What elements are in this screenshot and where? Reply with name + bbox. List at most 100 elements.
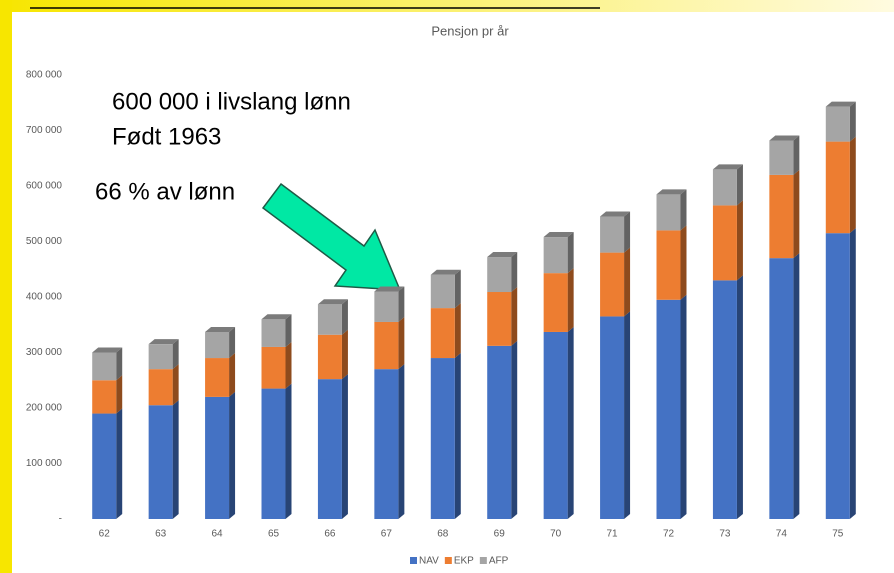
- bar-top: [374, 286, 405, 292]
- annotation: 600 000 i livslang lønn: [112, 88, 351, 115]
- bar: [261, 346, 286, 389]
- bar-side: [116, 375, 123, 414]
- bar: [205, 331, 230, 359]
- bar: [712, 169, 737, 206]
- bar-side: [680, 189, 687, 231]
- bar: [656, 230, 681, 300]
- x-tick-label: 72: [663, 529, 675, 540]
- bar: [600, 316, 625, 519]
- bar-side: [736, 164, 743, 206]
- bar-side: [229, 326, 236, 359]
- bar-top: [317, 299, 348, 305]
- bar-side: [736, 200, 743, 281]
- annotation: 66 % av lønn: [95, 178, 235, 205]
- bar: [769, 140, 794, 175]
- bar-side: [454, 269, 461, 309]
- x-tick-label: 65: [268, 529, 280, 540]
- bar: [430, 274, 455, 309]
- bar-top: [487, 252, 518, 258]
- bar-top: [543, 232, 574, 238]
- bar: [430, 358, 455, 519]
- bar-side: [793, 135, 800, 175]
- arrow: [261, 182, 402, 291]
- bar-side: [624, 247, 631, 317]
- bar-side: [849, 136, 856, 234]
- bar: [261, 319, 286, 347]
- y-tick-label: -: [59, 514, 62, 525]
- bar-top: [656, 189, 687, 195]
- bar: [92, 380, 117, 414]
- bar-side: [567, 268, 574, 332]
- x-tick-label: 63: [155, 529, 167, 540]
- bar: [656, 194, 681, 231]
- bar-top: [205, 326, 236, 332]
- bar: [769, 258, 794, 519]
- bar: [317, 379, 342, 519]
- bar-side: [680, 225, 687, 300]
- bar-side: [116, 408, 123, 519]
- bar: [656, 299, 681, 519]
- legend-swatch: [410, 557, 417, 564]
- x-tick-label: 67: [381, 529, 393, 540]
- y-tick-label: 500 000: [26, 236, 63, 247]
- bar-side: [624, 311, 631, 519]
- legend-label: NAV: [419, 556, 439, 567]
- bar: [825, 141, 850, 234]
- y-tick-label: 700 000: [26, 125, 63, 136]
- bar-top: [825, 101, 856, 107]
- x-tick-label: 70: [550, 529, 562, 540]
- bar-side: [172, 364, 179, 406]
- left-band: [0, 0, 12, 573]
- bar: [317, 334, 342, 380]
- bar-side: [567, 232, 574, 274]
- bar-side: [341, 329, 348, 380]
- chart-title: Pensjon pr år: [431, 23, 509, 38]
- bar: [543, 237, 568, 274]
- bar-side: [285, 314, 292, 347]
- bar: [825, 106, 850, 142]
- bar-side: [454, 353, 461, 519]
- bar: [148, 369, 173, 406]
- x-tick-label: 68: [437, 529, 449, 540]
- bar-side: [567, 326, 574, 519]
- bar-side: [341, 299, 348, 335]
- legend-label: AFP: [489, 556, 509, 567]
- bar: [543, 331, 568, 519]
- y-tick-label: 800 000: [26, 70, 63, 81]
- bar: [92, 352, 117, 381]
- bar-top: [600, 211, 631, 217]
- bar-side: [398, 364, 405, 519]
- bar-side: [229, 353, 236, 397]
- legend-label: EKP: [454, 556, 474, 567]
- bar-side: [285, 341, 292, 389]
- legend-swatch: [479, 557, 487, 564]
- bar-side: [849, 101, 856, 142]
- bar-top: [712, 164, 743, 170]
- y-tick-label: 400 000: [26, 292, 63, 303]
- bar-side: [793, 253, 800, 519]
- bar-side: [680, 294, 687, 519]
- x-tick-label: 74: [776, 529, 788, 540]
- bar-side: [172, 400, 179, 519]
- bar-side: [511, 287, 518, 346]
- bar-side: [398, 316, 405, 370]
- bar: [430, 308, 455, 359]
- x-tick-label: 64: [212, 529, 224, 540]
- x-tick-label: 73: [719, 529, 731, 540]
- bar-side: [285, 383, 292, 519]
- bar-top: [261, 314, 292, 320]
- y-tick-label: 300 000: [26, 347, 63, 358]
- bar-top: [430, 269, 461, 275]
- x-tick-label: 75: [832, 529, 844, 540]
- bar-side: [116, 347, 123, 381]
- bar: [712, 280, 737, 519]
- x-tick-label: 69: [494, 529, 506, 540]
- bar: [487, 345, 512, 519]
- bar-side: [341, 374, 348, 519]
- bar: [769, 174, 794, 259]
- bar-side: [736, 275, 743, 519]
- annotation: Født 1963: [112, 123, 221, 150]
- bar: [600, 252, 625, 317]
- bar: [712, 205, 737, 281]
